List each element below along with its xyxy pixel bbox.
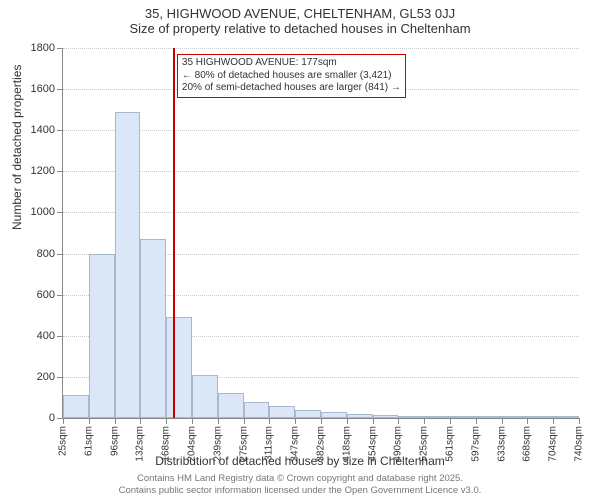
histogram-bar xyxy=(373,415,399,418)
chart-title-address: 35, HIGHWOOD AVENUE, CHELTENHAM, GL53 0J… xyxy=(0,6,600,21)
y-tick-label: 1400 xyxy=(31,124,63,136)
histogram-bar xyxy=(140,239,166,418)
chart-title-block: 35, HIGHWOOD AVENUE, CHELTENHAM, GL53 0J… xyxy=(0,0,600,36)
footer-line-2: Contains public sector information licen… xyxy=(0,485,600,496)
x-tick xyxy=(63,418,64,424)
x-tick xyxy=(347,418,348,424)
property-annotation-box: 35 HIGHWOOD AVENUE: 177sqm← 80% of detac… xyxy=(177,54,406,98)
x-tick xyxy=(373,418,374,424)
histogram-bar xyxy=(166,317,192,418)
x-tick-label: 61sqm xyxy=(83,426,94,456)
x-tick xyxy=(527,418,528,424)
gridline xyxy=(63,212,579,213)
histogram-bar xyxy=(347,414,373,418)
y-tick-label: 0 xyxy=(49,412,63,424)
histogram-bar xyxy=(450,416,476,418)
x-tick xyxy=(398,418,399,424)
x-tick xyxy=(115,418,116,424)
histogram-bar xyxy=(192,375,218,418)
x-tick xyxy=(89,418,90,424)
histogram-bar xyxy=(218,393,244,418)
y-tick-label: 600 xyxy=(37,289,63,301)
y-tick-label: 400 xyxy=(37,330,63,342)
gridline xyxy=(63,171,579,172)
x-tick-label: 25sqm xyxy=(58,426,69,456)
chart-footer: Contains HM Land Registry data © Crown c… xyxy=(0,473,600,496)
x-tick xyxy=(269,418,270,424)
x-tick xyxy=(321,418,322,424)
x-tick xyxy=(553,418,554,424)
x-tick xyxy=(295,418,296,424)
x-tick xyxy=(192,418,193,424)
y-tick-label: 1000 xyxy=(31,206,63,218)
x-tick xyxy=(244,418,245,424)
y-tick-label: 1200 xyxy=(31,165,63,177)
annotation-line-2: ← 80% of detached houses are smaller (3,… xyxy=(182,70,401,83)
x-tick-label: 96sqm xyxy=(109,426,120,456)
y-tick-label: 800 xyxy=(37,248,63,260)
footer-line-1: Contains HM Land Registry data © Crown c… xyxy=(0,473,600,484)
histogram-bar xyxy=(553,416,579,418)
x-tick xyxy=(140,418,141,424)
annotation-line-3: 20% of semi-detached houses are larger (… xyxy=(182,82,401,95)
histogram-bar xyxy=(476,416,502,418)
histogram-chart: 35, HIGHWOOD AVENUE, CHELTENHAM, GL53 0J… xyxy=(0,0,600,500)
histogram-bar xyxy=(398,416,424,418)
histogram-bar xyxy=(295,410,321,418)
histogram-bar xyxy=(269,406,295,418)
histogram-bar xyxy=(244,402,270,418)
x-tick xyxy=(450,418,451,424)
histogram-bar xyxy=(424,416,450,418)
histogram-bar xyxy=(502,416,528,418)
y-tick-label: 1600 xyxy=(31,83,63,95)
x-axis-label: Distribution of detached houses by size … xyxy=(0,454,600,468)
histogram-bar xyxy=(527,416,553,418)
histogram-bar xyxy=(115,112,141,418)
gridline xyxy=(63,130,579,131)
plot-area: 02004006008001000120014001600180025sqm61… xyxy=(62,48,579,419)
histogram-bar xyxy=(321,412,347,418)
x-tick xyxy=(502,418,503,424)
histogram-bar xyxy=(63,395,89,418)
property-marker-line xyxy=(173,48,175,418)
x-tick xyxy=(166,418,167,424)
y-axis-label: Number of detached properties xyxy=(10,65,24,230)
y-tick-label: 1800 xyxy=(31,42,63,54)
histogram-bar xyxy=(89,254,115,418)
x-tick xyxy=(424,418,425,424)
y-tick-label: 200 xyxy=(37,371,63,383)
x-tick xyxy=(218,418,219,424)
chart-title-subtitle: Size of property relative to detached ho… xyxy=(0,21,600,36)
x-tick xyxy=(579,418,580,424)
x-tick xyxy=(476,418,477,424)
gridline xyxy=(63,48,579,49)
annotation-line-1: 35 HIGHWOOD AVENUE: 177sqm xyxy=(182,57,401,70)
